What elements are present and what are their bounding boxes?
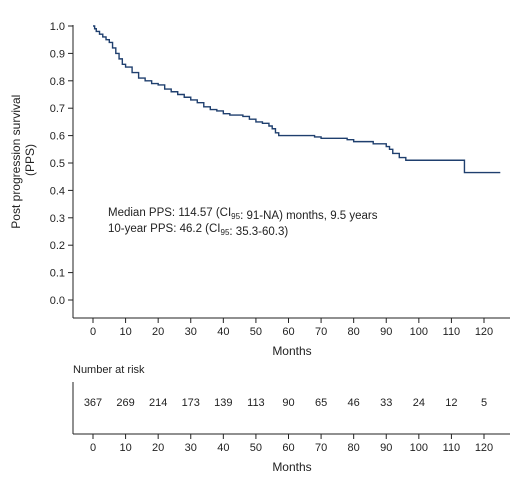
x-tick-label: 80: [348, 326, 360, 338]
y-tick-label: 0.1: [50, 268, 65, 280]
risk-x-tick-label: 0: [90, 442, 96, 454]
x-tick-label: 90: [380, 326, 392, 338]
y-tick-label: 1.0: [50, 21, 65, 33]
x-tick-label: 100: [410, 326, 428, 338]
risk-value: 139: [214, 397, 232, 409]
risk-x-tick-label: 100: [410, 442, 428, 454]
risk-x-tick-label: 110: [443, 442, 461, 454]
risk-value: 33: [380, 397, 392, 409]
x-tick-label: 10: [119, 326, 131, 338]
risk-x-tick-label: 70: [315, 442, 327, 454]
y-ticks: 0.0 0.1 0.2 0.3 0.4 0.5 0.6 0.7 0.8 0.9 1.0: [50, 21, 73, 307]
x-tick-label: 50: [250, 326, 262, 338]
risk-value: 214: [149, 397, 167, 409]
main-plot: 0.0 0.1 0.2 0.3 0.4 0.5 0.6 0.7 0.8 0.9 1.0 0 10 20 3…: [9, 21, 510, 358]
annotation-text: Median PPS: 114.57 (CI95: 91-NA) months,…: [108, 207, 378, 222]
risk-x-tick-label: 50: [250, 442, 262, 454]
x-tick-label: 20: [152, 326, 164, 338]
risk-value: 24: [413, 397, 425, 409]
risk-value: 113: [247, 397, 265, 409]
x-tick-label: 120: [475, 326, 493, 338]
risk-value: 12: [445, 397, 457, 409]
risk-value: 65: [315, 397, 327, 409]
x-tick-label: 110: [443, 326, 461, 338]
y-axis-label-line2: (PPS): [23, 144, 37, 176]
risk-x-tick-label: 40: [217, 442, 229, 454]
y-tick-label: 0.0: [50, 295, 65, 307]
y-tick-label: 0.7: [50, 103, 65, 115]
risk-x-axis-label: Months: [272, 460, 311, 474]
risk-x-tick-label: 90: [380, 442, 392, 454]
y-tick-label: 0.2: [50, 240, 65, 252]
y-axis-label: Post progression survival (PPS): [9, 91, 37, 228]
y-tick-label: 0.9: [50, 48, 65, 60]
risk-x-ticks: 0 10 20 30 40 50 60 70 80 90 100 110 120: [90, 434, 493, 454]
risk-x-tick-label: 120: [475, 442, 493, 454]
risk-value: 367: [84, 397, 102, 409]
y-tick-label: 0.5: [50, 158, 65, 170]
risk-x-tick-label: 10: [119, 442, 131, 454]
risk-x-tick-label: 60: [282, 442, 294, 454]
risk-values: 367 269 214 173 139 113 90 65 46 33 24 12 5: [84, 397, 487, 409]
x-tick-label: 70: [315, 326, 327, 338]
x-axis-label: Months: [272, 344, 311, 358]
risk-table-title: Number at risk: [73, 364, 145, 376]
y-axis-label-line1: Post progression survival: [9, 95, 23, 229]
risk-value: 269: [116, 397, 134, 409]
y-tick-label: 0.6: [50, 131, 65, 143]
y-tick-label: 0.4: [50, 185, 65, 197]
risk-value: 5: [481, 397, 487, 409]
risk-x-tick-label: 80: [348, 442, 360, 454]
y-tick-label: 0.8: [50, 76, 65, 88]
x-tick-label: 30: [185, 326, 197, 338]
survival-curve: [93, 25, 501, 174]
x-tick-label: 40: [217, 326, 229, 338]
annotations: Median PPS: 114.57 (CI95: 91-NA) months,…: [108, 207, 378, 238]
x-ticks: 0 10 20 30 40 50 60 70 80 90 100 110 120: [90, 318, 493, 338]
annotation-text: 10-year PPS: 46.2 (CI95: 35.3-60.3): [108, 223, 288, 238]
y-tick-label: 0.3: [50, 213, 65, 225]
risk-value: 173: [182, 397, 200, 409]
risk-table: Number at risk 367 269 214 173 139 113 90 65 46 3…: [72, 364, 510, 474]
x-tick-label: 0: [90, 326, 96, 338]
risk-value: 90: [282, 397, 294, 409]
risk-x-tick-label: 30: [185, 442, 197, 454]
risk-value: 46: [348, 397, 360, 409]
x-tick-label: 60: [282, 326, 294, 338]
risk-x-tick-label: 20: [152, 442, 164, 454]
